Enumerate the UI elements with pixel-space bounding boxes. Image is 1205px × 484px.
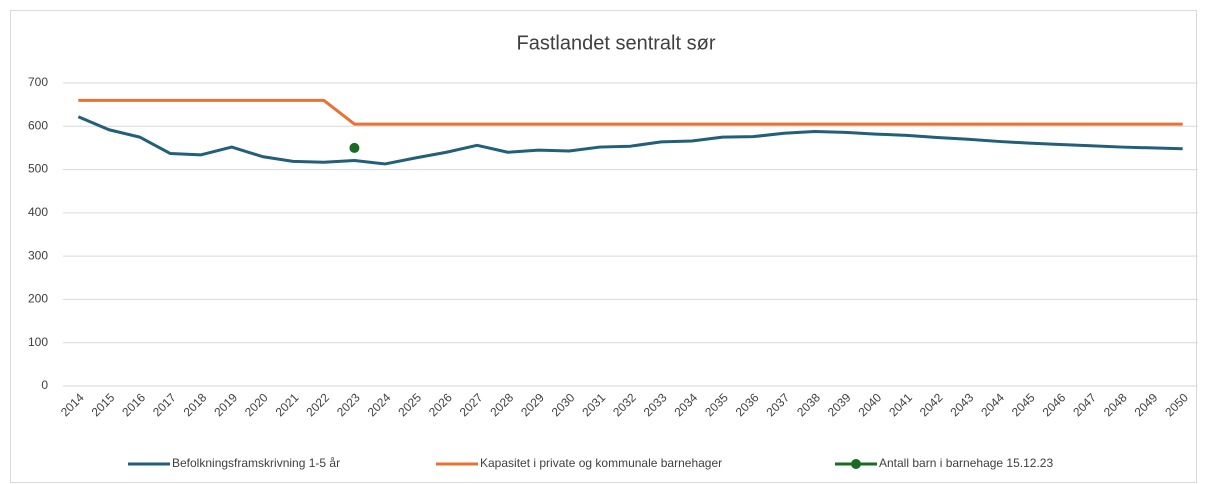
legend-label: Antall barn i barnehage 15.12.23 [879, 456, 1053, 470]
y-tick-label: 500 [28, 162, 48, 176]
chart-title: Fastlandet sentralt sør [517, 32, 716, 54]
y-tick-label: 700 [28, 75, 48, 89]
legend-marker [851, 459, 861, 469]
y-tick-label: 0 [41, 378, 48, 392]
legend-label: Befolkningsframskrivning 1-5 år [172, 456, 340, 470]
chart-border [10, 10, 1197, 483]
y-tick-label: 600 [28, 118, 48, 132]
y-tick-label: 100 [28, 335, 48, 349]
y-tick-label: 400 [28, 205, 48, 219]
y-tick-label: 200 [28, 292, 48, 306]
line-series [77, 115, 1183, 166]
legend-label: Kapasitet i private og kommunale barneha… [480, 456, 722, 470]
y-tick-label: 300 [28, 248, 48, 262]
line-series [78, 98, 1183, 126]
data-point [349, 142, 360, 153]
